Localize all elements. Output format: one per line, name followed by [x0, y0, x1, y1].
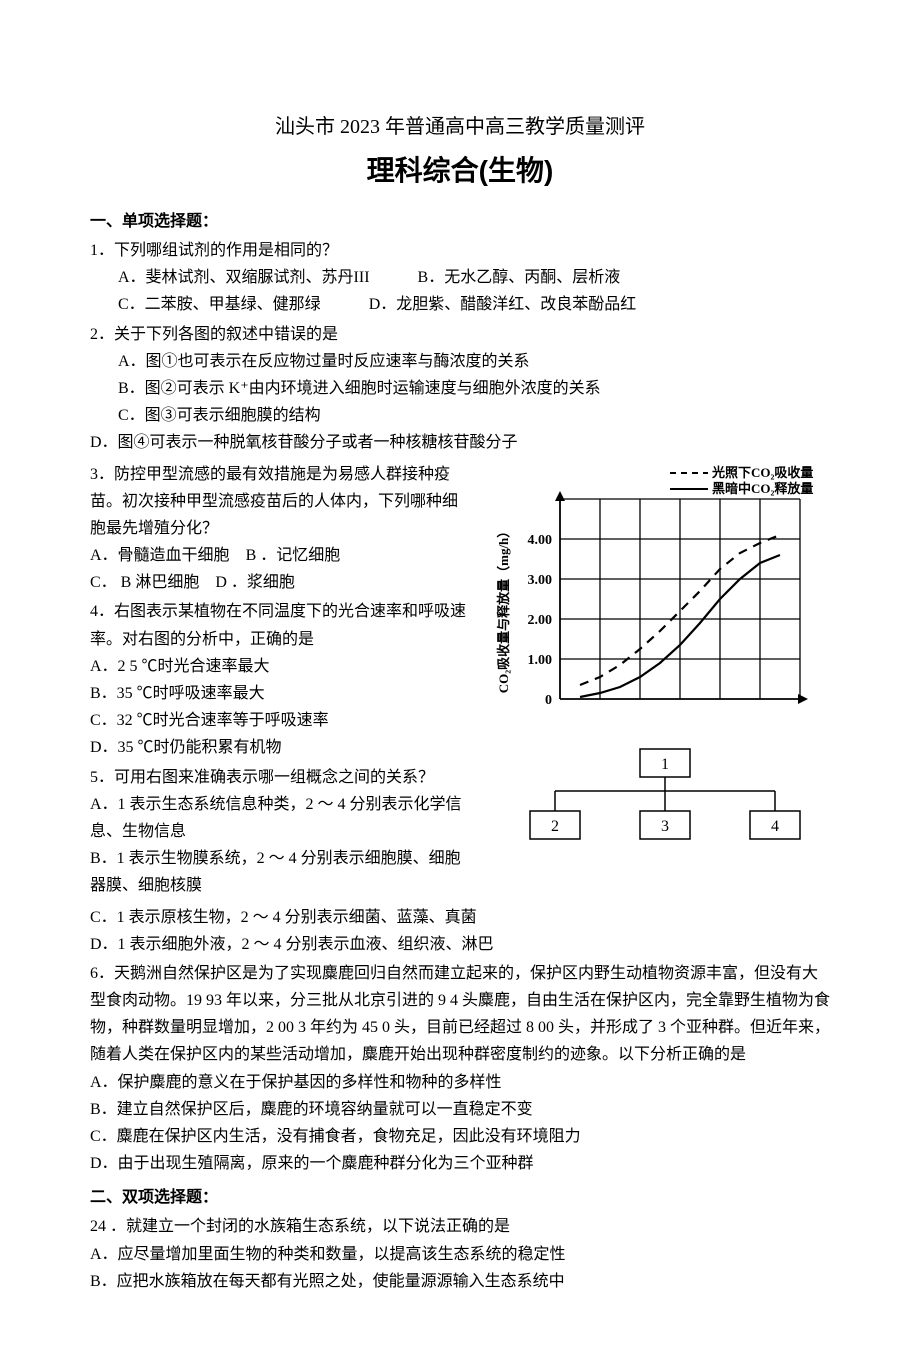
- q1-option-d: D．龙胆紫、醋酸洋红、改良苯酚品红: [341, 291, 637, 318]
- x-axis-arrow-icon: [798, 694, 808, 704]
- ytick-4: 4.00: [528, 533, 553, 548]
- q2-option-b: B．图②可表示 K⁺由内环境进入细胞时运输速度与细胞外浓度的关系: [90, 375, 830, 402]
- q6-option-a: A．保护麋鹿的意义在于保护基因的多样性和物种的多样性: [90, 1069, 830, 1096]
- question-1: 1．下列哪组试剂的作用是相同的？ A．斐林试剂、双缩脲试剂、苏丹III B．无水…: [90, 237, 830, 319]
- question-5-cont: C．1 表示原核生物，2 ～ 4 分别表示细菌、蓝藻、真菌 D．1 表示细胞外液…: [90, 904, 830, 958]
- q4-option-a: A．2 5 ℃时光合速率最大: [90, 653, 472, 680]
- tree-node-4: 4: [771, 818, 779, 835]
- ytick-3: 3.00: [528, 573, 553, 588]
- ytick-1: 1.00: [528, 653, 553, 668]
- section-1-heading: 一、单项选择题：: [90, 207, 830, 231]
- q6-option-d: D．由于出现生殖隔离，原来的一个麋鹿种群分化为三个亚种群: [90, 1150, 830, 1177]
- question-6: 6．天鹅洲自然保护区是为了实现麋鹿回归自然而建立起来的，保护区内野生动植物资源丰…: [90, 960, 830, 1178]
- chart-figure: 光照下CO₂吸收量 黑暗中CO₂释放量 CO₂吸收量与释放量（mg/h）: [490, 459, 830, 739]
- q4-option-c: C．32 ℃时光合速率等于呼吸速率: [90, 707, 472, 734]
- ytick-2: 2.00: [528, 613, 553, 628]
- q5-stem: 5．可用右图来准确表示哪一组概念之间的关系？: [90, 764, 472, 791]
- question-24: 24 ．就建立一个封闭的水族箱生态系统，以下说法正确的是 A．应尽量增加里面生物…: [90, 1213, 830, 1295]
- q5-option-b: B．1 表示生物膜系统，2 ～ 4 分别表示细胞膜、细胞器膜、细胞核膜: [90, 845, 472, 899]
- section-2-heading: 二、双项选择题：: [90, 1183, 830, 1207]
- q4-option-d: D．35 ℃时仍能积累有机物: [90, 734, 472, 761]
- q2-option-a: A．图①也可表示在反应物过量时反应速率与酶浓度的关系: [90, 348, 830, 375]
- tree-node-3: 3: [661, 818, 669, 835]
- q4-stem: 4．右图表示某植物在不同温度下的光合速率和呼吸速率。对右图的分析中，正确的是: [90, 598, 472, 652]
- q6-option-b: B．建立自然保护区后，麋鹿的环境容纳量就可以一直稳定不变: [90, 1096, 830, 1123]
- chart-grid: [560, 499, 800, 699]
- q6-stem: 6．天鹅洲自然保护区是为了实现麋鹿回归自然而建立起来的，保护区内野生动植物资源丰…: [90, 960, 830, 1069]
- q3-option-a: A．骨髓造血干细胞: [90, 547, 230, 564]
- q3-option-c: C． B 淋巴细胞: [90, 574, 199, 591]
- tree-figure: 1 2 3 4: [490, 744, 830, 864]
- tree-node-1: 1: [661, 756, 669, 773]
- q3-stem: 3．防控甲型流感的最有效措施是为易感人群接种疫苗。初次接种甲型流感疫苗后的人体内…: [90, 461, 472, 543]
- q4-option-b: B．35 ℃时呼吸速率最大: [90, 680, 472, 707]
- q5-option-a: A．1 表示生态系统信息种类，2 ～ 4 分别表示化学信息、生物信息: [90, 791, 472, 845]
- q5-option-d: D．1 表示细胞外液，2 ～ 4 分别表示血液、组织液、淋巴: [90, 931, 830, 958]
- tree-node-2: 2: [551, 818, 559, 835]
- q1-stem: 1．下列哪组试剂的作用是相同的？: [90, 237, 830, 264]
- q24-stem: 24 ．就建立一个封闭的水族箱生态系统，以下说法正确的是: [90, 1213, 830, 1240]
- legend-solid: 黑暗中CO₂释放量: [712, 481, 813, 496]
- ytick-0: 0: [545, 693, 552, 708]
- q1-option-b: B．无水乙醇、丙酮、层析液: [390, 264, 621, 291]
- y-axis-label: CO₂吸收量与释放量（mg/h）: [496, 524, 511, 693]
- page-title: 理科综合(生物): [90, 149, 830, 189]
- q1-option-c: C．二苯胺、甲基绿、健那绿: [90, 291, 321, 318]
- question-4: 4．右图表示某植物在不同温度下的光合速率和呼吸速率。对右图的分析中，正确的是 A…: [90, 598, 472, 761]
- q3-option-b: B ．记忆细胞: [246, 547, 341, 564]
- page-subtitle: 汕头市 2023 年普通高中高三教学质量测评: [90, 110, 830, 139]
- q24-option-b: B．应把水族箱放在每天都有光照之处，使能量源源输入生态系统中: [90, 1268, 830, 1295]
- question-2: 2．关于下列各图的叙述中错误的是 A．图①也可表示在反应物过量时反应速率与酶浓度…: [90, 321, 830, 457]
- question-3: 3．防控甲型流感的最有效措施是为易感人群接种疫苗。初次接种甲型流感疫苗后的人体内…: [90, 461, 472, 597]
- q2-option-d: D．图④可表示一种脱氧核苷酸分子或者一种核糖核苷酸分子: [90, 429, 830, 456]
- q2-option-c: C．图③可表示细胞膜的结构: [90, 402, 830, 429]
- q1-option-a: A．斐林试剂、双缩脲试剂、苏丹III: [90, 264, 370, 291]
- q3-option-d: D ．浆细胞: [215, 574, 295, 591]
- q6-option-c: C．麋鹿在保护区内生活，没有捕食者，食物充足，因此没有环境阻力: [90, 1123, 830, 1150]
- question-5: 5．可用右图来准确表示哪一组概念之间的关系？ A．1 表示生态系统信息种类，2 …: [90, 764, 472, 900]
- legend-dashed: 光照下CO₂吸收量: [711, 465, 813, 480]
- y-axis-arrow-icon: [555, 491, 565, 501]
- q5-option-c: C．1 表示原核生物，2 ～ 4 分别表示细菌、蓝藻、真菌: [90, 904, 830, 931]
- q24-option-a: A．应尽量增加里面生物的种类和数量，以提高该生态系统的稳定性: [90, 1241, 830, 1268]
- q2-stem: 2．关于下列各图的叙述中错误的是: [90, 321, 830, 348]
